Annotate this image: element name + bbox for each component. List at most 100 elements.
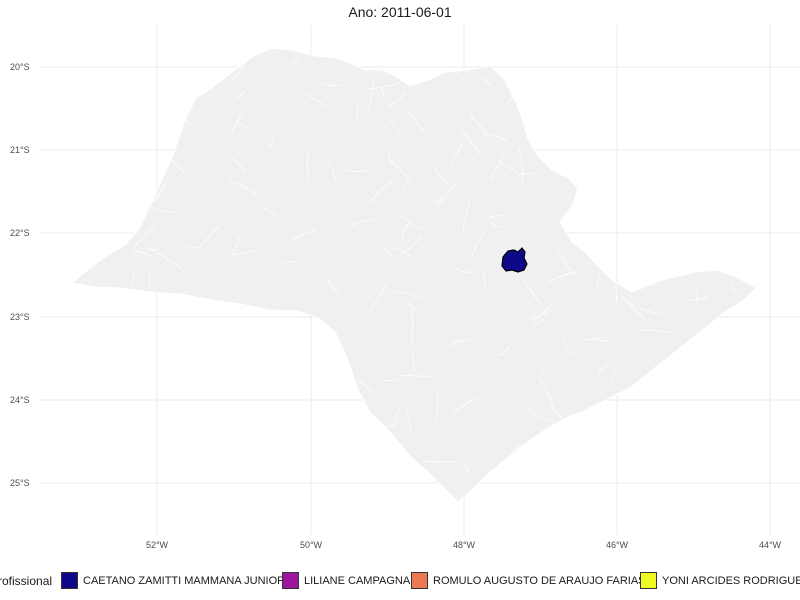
municipality-border xyxy=(236,90,246,99)
municipality-border xyxy=(585,173,613,181)
municipality-border xyxy=(456,268,472,273)
municipality-border xyxy=(72,141,89,146)
municipality-border xyxy=(126,335,152,343)
municipality-border xyxy=(101,75,105,110)
municipality-border xyxy=(669,451,674,481)
y-tick-label: 22°S xyxy=(10,228,30,238)
municipality-border xyxy=(367,79,375,115)
municipality-border xyxy=(628,302,662,315)
municipality-border xyxy=(523,79,541,96)
municipality-border xyxy=(603,402,609,416)
municipality-border xyxy=(407,410,412,432)
municipality-border xyxy=(679,345,709,348)
municipality-border xyxy=(106,163,110,186)
municipality-border xyxy=(595,467,607,476)
municipality-border xyxy=(175,443,184,464)
municipality-border xyxy=(731,281,737,293)
municipality-border xyxy=(583,140,595,157)
municipality-border xyxy=(325,446,344,471)
municipality-border xyxy=(694,362,705,395)
municipality-border xyxy=(591,203,601,229)
municipality-border xyxy=(148,248,160,251)
municipality-border xyxy=(296,347,316,366)
municipality-border xyxy=(387,92,405,108)
municipality-border xyxy=(546,106,549,139)
municipality-border xyxy=(592,75,606,92)
municipality-border xyxy=(737,257,748,263)
municipality-border xyxy=(178,323,181,334)
municipality-border xyxy=(688,166,698,172)
municipality-border xyxy=(594,138,611,171)
municipality-border xyxy=(184,244,201,249)
municipality-border xyxy=(736,412,756,436)
municipality-border xyxy=(226,304,251,315)
municipality-border xyxy=(519,173,534,176)
y-tick-label: 24°S xyxy=(10,395,30,405)
municipality-border xyxy=(165,119,171,133)
municipality-border xyxy=(231,113,243,134)
municipality-border xyxy=(122,378,154,393)
municipality-border xyxy=(408,302,419,313)
municipality-border xyxy=(522,278,542,306)
municipality-border xyxy=(327,279,340,294)
municipality-border xyxy=(538,377,555,408)
municipality-border xyxy=(269,329,272,355)
municipality-border xyxy=(260,206,277,217)
municipality-border xyxy=(619,201,635,217)
municipality-border xyxy=(166,390,186,394)
municipality-border xyxy=(386,150,392,167)
highlighted-municipality xyxy=(501,247,528,273)
municipality-border xyxy=(482,272,486,286)
municipality-border xyxy=(133,250,153,257)
municipality-border xyxy=(400,214,422,230)
municipality-border xyxy=(695,485,705,495)
municipality-border xyxy=(412,354,416,372)
x-tick-label: 48°W xyxy=(452,540,476,550)
municipality-border xyxy=(490,221,503,228)
municipality-border xyxy=(370,282,388,312)
municipality-border xyxy=(283,260,300,263)
municipality-border xyxy=(224,397,257,402)
municipality-border xyxy=(150,181,168,204)
municipality-border xyxy=(747,475,755,499)
municipality-border xyxy=(708,184,726,214)
municipality-border xyxy=(560,498,585,501)
municipality-border xyxy=(380,246,394,259)
municipality-border xyxy=(132,187,153,195)
municipality-border xyxy=(128,119,145,137)
municipality-border xyxy=(123,449,132,474)
municipality-border xyxy=(448,339,470,346)
municipality-border xyxy=(153,400,166,423)
municipality-border xyxy=(167,312,172,337)
municipality-border xyxy=(717,213,746,223)
municipality-border xyxy=(230,249,258,255)
municipality-border xyxy=(344,169,371,172)
municipality-border xyxy=(390,49,403,58)
municipality-border xyxy=(311,449,332,472)
municipality-border xyxy=(306,151,310,181)
municipality-border xyxy=(570,469,591,480)
legend-swatch xyxy=(640,572,657,589)
municipality-border xyxy=(232,237,241,254)
municipality-border xyxy=(624,133,634,143)
municipality-border xyxy=(393,247,412,258)
municipality-border xyxy=(612,203,647,212)
municipality-border xyxy=(401,223,410,242)
municipality-border xyxy=(394,404,401,423)
municipality-border xyxy=(539,370,548,378)
municipality-border xyxy=(74,210,80,236)
municipality-border xyxy=(369,179,395,204)
municipality-border xyxy=(717,417,739,441)
municipality-border xyxy=(138,466,157,483)
municipality-border xyxy=(72,406,82,424)
municipality-border xyxy=(105,54,127,68)
municipality-border xyxy=(589,465,614,468)
municipality-border xyxy=(596,271,600,289)
municipality-border xyxy=(729,437,739,444)
municipality-border xyxy=(94,338,106,348)
municipality-border xyxy=(694,413,697,426)
municipality-border xyxy=(365,478,395,486)
municipality-border xyxy=(435,393,439,421)
municipality-border xyxy=(731,344,751,364)
